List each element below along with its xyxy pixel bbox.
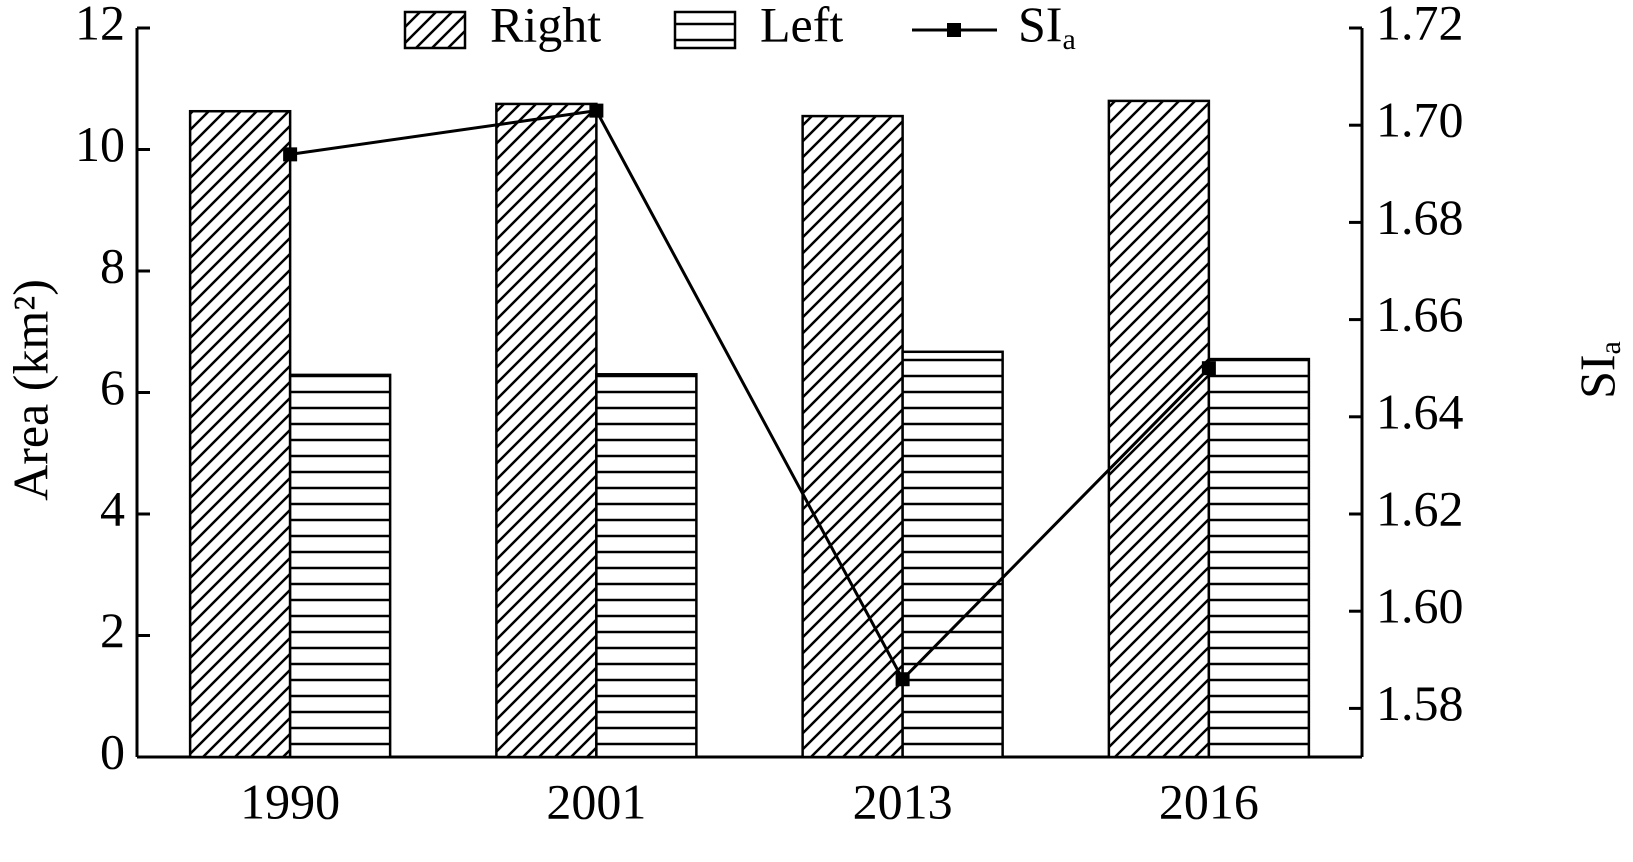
legend-swatch <box>673 10 737 50</box>
line-marker <box>283 147 298 162</box>
bar <box>901 350 1004 759</box>
y2-tick-label: 1.72 <box>1376 0 1464 50</box>
line-marker <box>1201 361 1216 376</box>
y-tick-label: 6 <box>100 359 125 415</box>
y2-tick-label: 1.64 <box>1376 383 1464 439</box>
x-tick-label: 2016 <box>1159 773 1259 829</box>
y-tick-label: 12 <box>75 0 125 50</box>
legend-label: Left <box>760 0 843 52</box>
y-tick-label: 2 <box>100 602 125 658</box>
y2-axis-title-main: SI <box>1569 354 1625 398</box>
bar <box>1107 99 1211 759</box>
bar <box>495 102 598 759</box>
x-tick-label: 2001 <box>546 773 646 829</box>
legend-label-main: SI <box>1018 0 1062 52</box>
y-tick-label: 4 <box>100 480 125 536</box>
bar <box>595 373 698 759</box>
x-tick-label: 2013 <box>853 773 953 829</box>
legend-label: SIa <box>1018 0 1076 56</box>
y2-tick-label: 1.62 <box>1376 480 1464 536</box>
y2-tick-label: 1.68 <box>1376 189 1464 245</box>
bar <box>1207 357 1311 759</box>
y2-axis-title: SIa <box>1569 341 1626 399</box>
legend-label: Right <box>490 0 601 52</box>
bar <box>801 114 904 759</box>
y2-tick-label: 1.60 <box>1376 578 1464 634</box>
y2-tick-label: 1.58 <box>1376 675 1464 731</box>
y-tick-label: 8 <box>100 237 125 293</box>
y2-tick-label: 1.70 <box>1376 92 1464 148</box>
y2-tick-label: 1.66 <box>1376 286 1464 342</box>
x-tick-label: 1990 <box>240 773 340 829</box>
bar <box>288 373 392 759</box>
y-tick-label: 0 <box>100 723 125 779</box>
y2-axis-title-subscript: a <box>1594 341 1627 354</box>
line-marker <box>589 103 604 118</box>
legend-marker <box>947 23 961 37</box>
legend-label-subscript: a <box>1062 23 1075 56</box>
line-marker <box>895 672 910 687</box>
legend-swatch <box>403 10 467 50</box>
y-axis-title: Area (km²) <box>2 279 58 501</box>
y-tick-label: 10 <box>75 116 125 172</box>
bar <box>188 109 292 759</box>
line <box>289 108 1210 682</box>
